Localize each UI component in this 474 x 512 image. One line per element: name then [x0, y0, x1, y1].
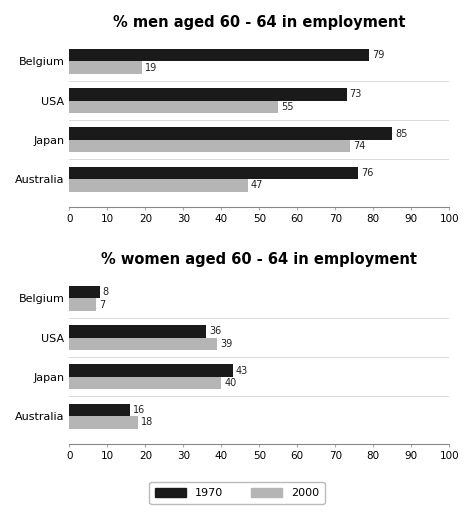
Bar — [69, 416, 138, 429]
Text: 8: 8 — [103, 287, 109, 297]
Text: 43: 43 — [236, 366, 248, 376]
Text: 76: 76 — [361, 168, 374, 178]
Bar — [69, 286, 100, 298]
Title: % women aged 60 - 64 in employment: % women aged 60 - 64 in employment — [101, 252, 417, 267]
Bar — [69, 88, 346, 101]
Title: % men aged 60 - 64 in employment: % men aged 60 - 64 in employment — [113, 15, 406, 30]
Bar — [69, 140, 350, 153]
Bar — [69, 337, 218, 350]
Bar — [69, 49, 369, 61]
Text: 40: 40 — [224, 378, 237, 388]
Text: 16: 16 — [133, 405, 146, 415]
Text: 55: 55 — [281, 102, 294, 112]
Bar — [69, 166, 358, 179]
Legend: 1970, 2000: 1970, 2000 — [149, 482, 325, 504]
Text: 7: 7 — [99, 300, 105, 310]
Bar — [69, 127, 392, 140]
Bar — [69, 403, 130, 416]
Text: 39: 39 — [220, 339, 233, 349]
Text: 73: 73 — [350, 90, 362, 99]
Bar — [69, 101, 278, 113]
Bar — [69, 298, 96, 311]
Text: 74: 74 — [354, 141, 366, 151]
Text: 19: 19 — [145, 62, 157, 73]
Text: 85: 85 — [395, 129, 408, 139]
Bar — [69, 179, 248, 191]
Text: 36: 36 — [209, 326, 221, 336]
Bar — [69, 61, 142, 74]
Bar — [69, 377, 221, 390]
Bar — [69, 325, 206, 337]
Text: 79: 79 — [373, 50, 385, 60]
Text: 18: 18 — [141, 417, 153, 428]
Bar — [69, 364, 233, 377]
Text: 47: 47 — [251, 180, 263, 190]
